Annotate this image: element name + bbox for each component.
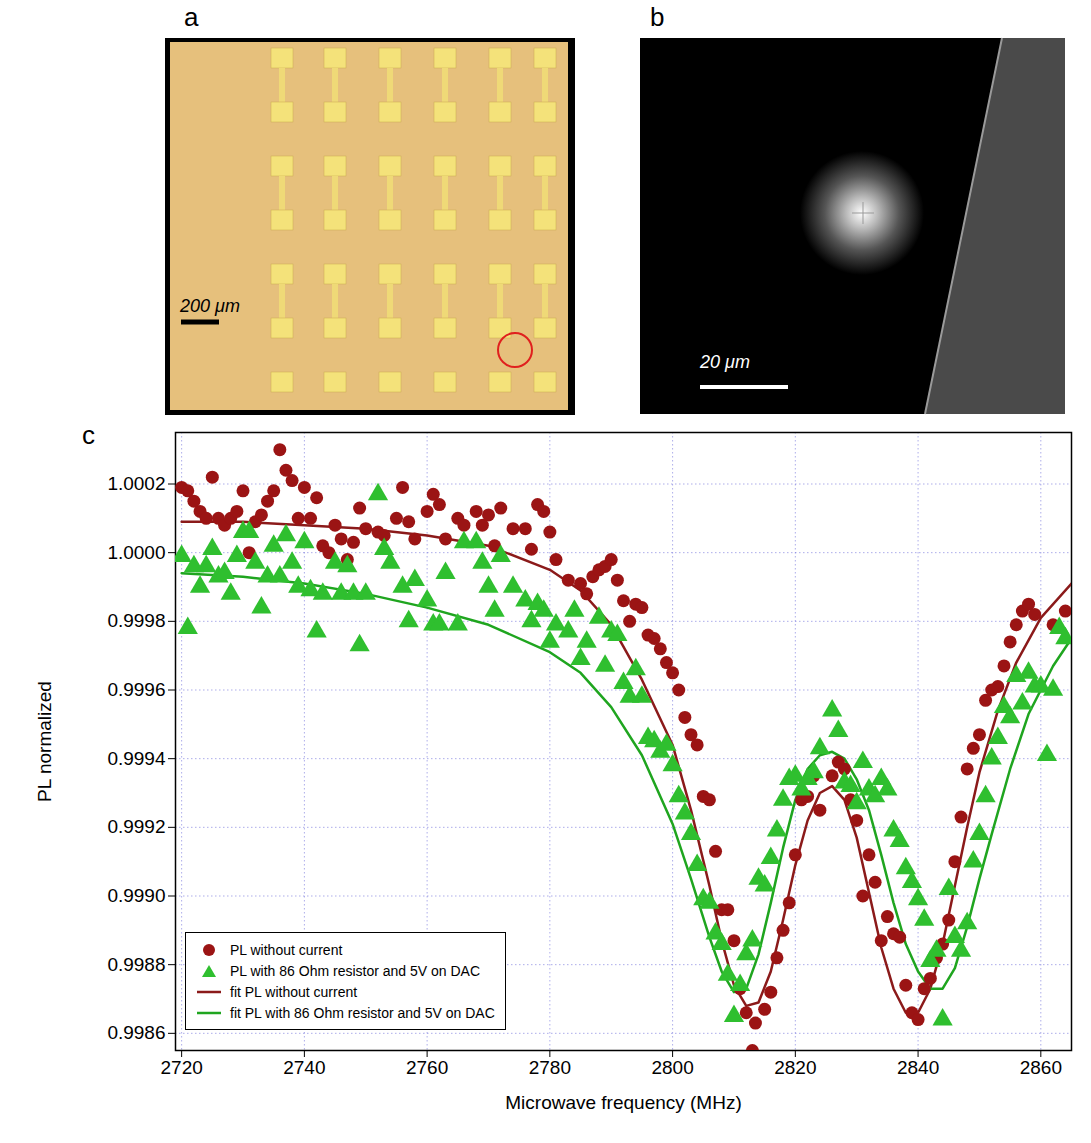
svg-text:0.9986: 0.9986: [107, 1022, 165, 1043]
svg-text:2780: 2780: [529, 1057, 571, 1078]
svg-text:2840: 2840: [897, 1057, 939, 1078]
html-text:PL with 86 Ohm resistor and 5V: PL with 86 Ohm resistor and 5V on DAC: [230, 962, 480, 979]
svg-text:1.0000: 1.0000: [107, 542, 165, 563]
html-text:PL without current: PL without current: [230, 941, 343, 958]
svg-text:0.9988: 0.9988: [107, 954, 165, 975]
svg-text:0.9990: 0.9990: [107, 885, 165, 906]
svg-text:2740: 2740: [283, 1057, 325, 1078]
svg-text:PL normalized: PL normalized: [34, 681, 55, 802]
svg-text:Microwave frequency (MHz): Microwave frequency (MHz): [505, 1092, 742, 1113]
svg-text:20 μm: 20 μm: [699, 352, 750, 372]
svg-text:2820: 2820: [774, 1057, 816, 1078]
svg-text:2860: 2860: [1020, 1057, 1062, 1078]
html-text:b: b: [650, 2, 665, 32]
svg-text:0.9998: 0.9998: [107, 610, 165, 631]
svg-text:1.0002: 1.0002: [107, 473, 165, 494]
svg-text:0.9996: 0.9996: [107, 679, 165, 700]
html-text:fit PL with 86 Ohm resistor an: fit PL with 86 Ohm resistor and 5V on DA…: [230, 1004, 495, 1021]
svg-text:2800: 2800: [651, 1057, 693, 1078]
svg-text:0.9994: 0.9994: [107, 748, 166, 769]
svg-text:2720: 2720: [160, 1057, 202, 1078]
svg-text:200 μm: 200 μm: [179, 296, 240, 316]
html-text:c: c: [82, 420, 95, 450]
html-text:fit PL without current: fit PL without current: [230, 983, 358, 1000]
svg-text:2760: 2760: [406, 1057, 448, 1078]
svg-text:0.9992: 0.9992: [107, 816, 165, 837]
html-text:a: a: [184, 2, 199, 32]
